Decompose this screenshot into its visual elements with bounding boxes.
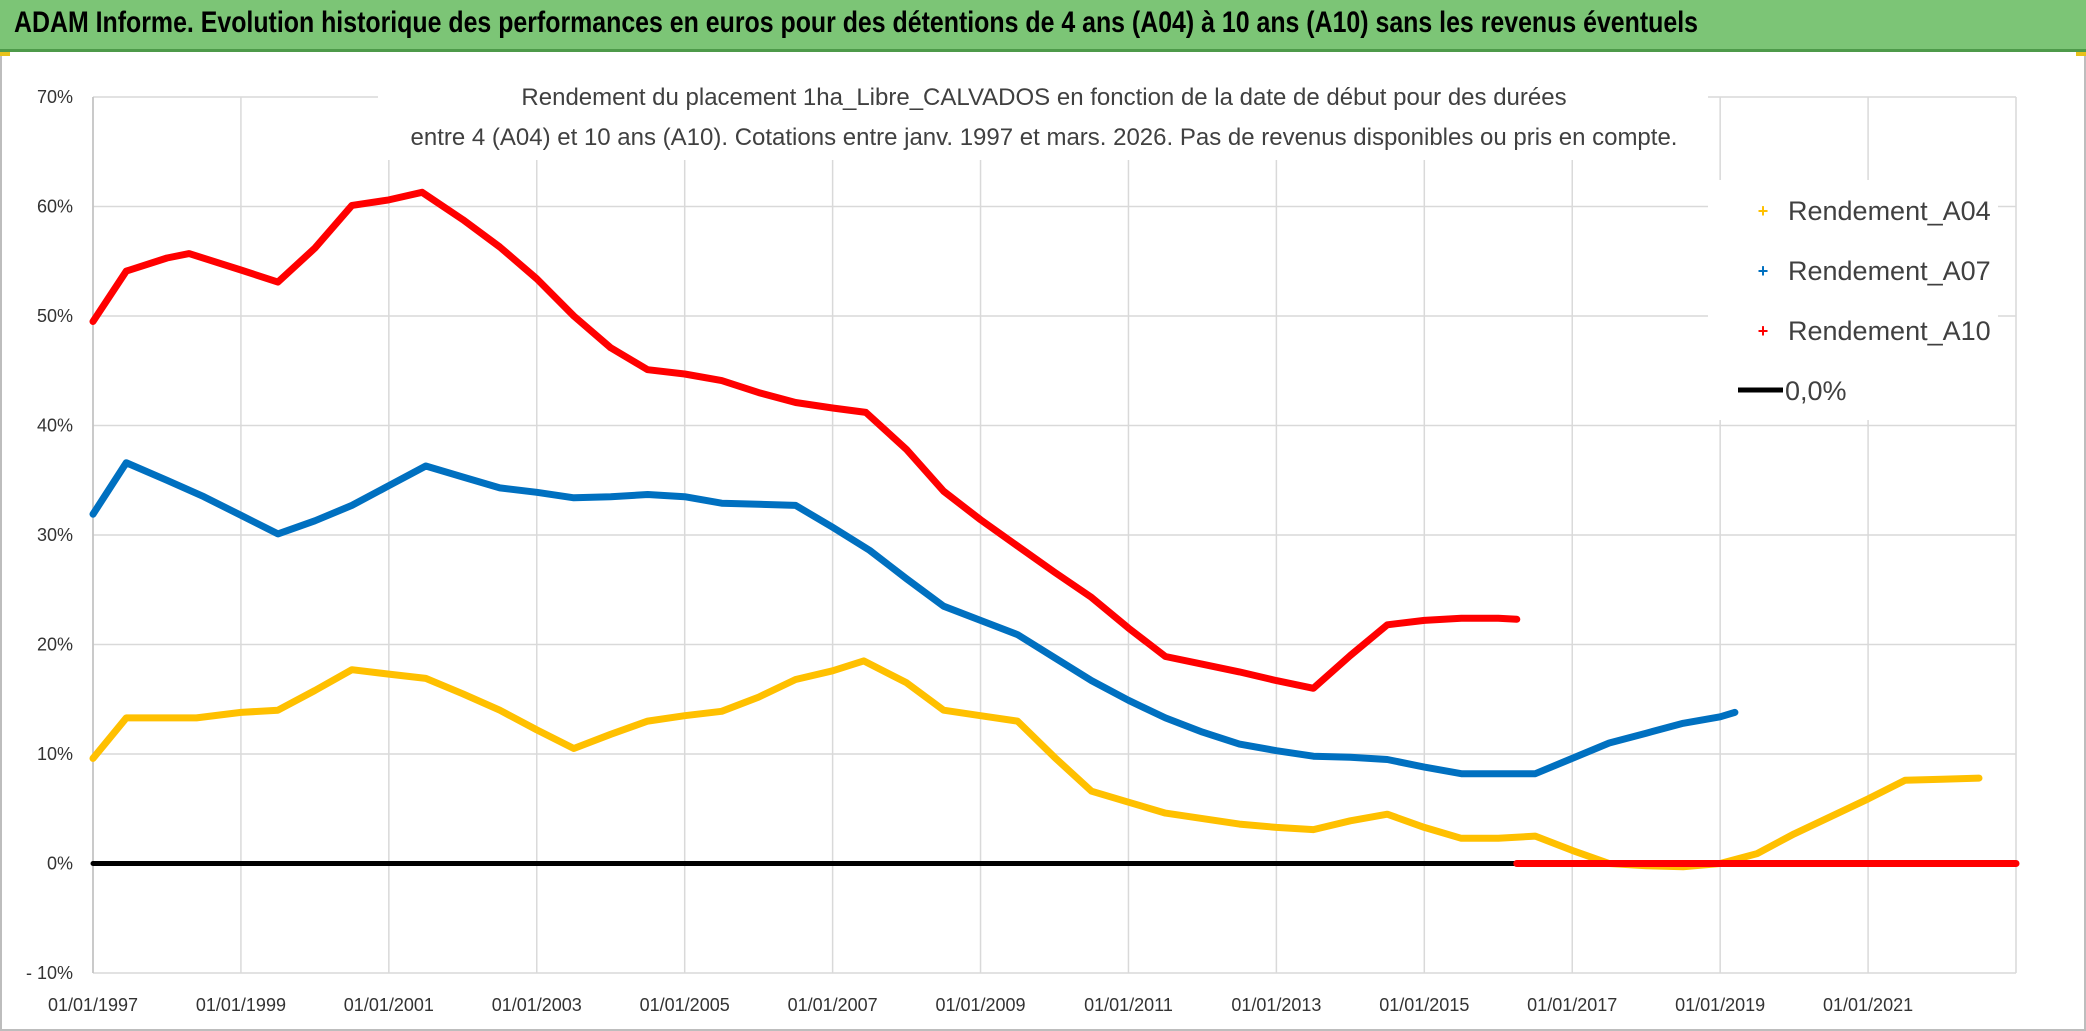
x-tick-label: 01/01/2003 <box>492 995 582 1015</box>
legend-label: Rendement_A07 <box>1788 256 1991 286</box>
y-tick-label: 20% <box>37 635 73 655</box>
legend-background <box>1708 180 1998 420</box>
y-tick-label: 50% <box>37 306 73 326</box>
y-tick-label: 70% <box>37 87 73 107</box>
y-tick-label: - 10% <box>26 963 73 983</box>
chart-title-line2: entre 4 (A04) et 10 ans (A10). Cotations… <box>411 124 1678 151</box>
chart-title-area: Rendement du placement 1ha_Libre_CALVADO… <box>378 74 1708 160</box>
legend: + Rendement_A04 + Rendement_A07 + Rendement_A… <box>1708 180 1998 420</box>
series-line-rendement-a10 <box>89 188 1521 692</box>
x-tick-label: 01/01/2021 <box>1823 995 1913 1015</box>
legend-marker-plus-icon: + <box>1758 321 1769 341</box>
y-tick-label: 10% <box>37 744 73 764</box>
x-tick-label: 01/01/2013 <box>1231 995 1321 1015</box>
chart-title-line1: Rendement du placement 1ha_Libre_CALVADO… <box>521 84 1566 111</box>
series-line-rendement-a04 <box>89 657 1983 871</box>
x-tick-label: 01/01/2011 <box>1084 995 1173 1015</box>
legend-marker-plus-icon: + <box>1758 201 1769 221</box>
y-tick-label: 60% <box>37 197 73 217</box>
corner-mark-right <box>2076 52 2086 56</box>
x-tick-label: 01/01/2001 <box>344 995 434 1015</box>
series-line-rendement-a07 <box>89 459 1739 778</box>
x-tick-label: 01/01/2007 <box>788 995 878 1015</box>
x-tick-label: 01/01/1997 <box>48 995 138 1015</box>
legend-label: 0,0% <box>1785 376 1847 406</box>
x-tick-label: 01/01/2019 <box>1675 995 1765 1015</box>
series-lines <box>89 188 2020 871</box>
x-tick-label: 01/01/1999 <box>196 995 286 1015</box>
chart-title-background <box>378 74 1708 160</box>
x-tick-label: 01/01/2009 <box>935 995 1025 1015</box>
x-tick-label: 01/01/2017 <box>1527 995 1617 1015</box>
legend-marker-plus-icon: + <box>1758 261 1769 281</box>
x-tick-label: 01/01/2015 <box>1379 995 1469 1015</box>
legend-label: Rendement_A04 <box>1788 196 1991 226</box>
y-tick-label: 30% <box>37 525 73 545</box>
y-tick-label: 40% <box>37 416 73 436</box>
page-title: ADAM Informe. Evolution historique des p… <box>14 6 1698 39</box>
x-axis-ticks: 01/01/1997 01/01/1999 01/01/2001 01/01/2003… <box>48 995 1913 1015</box>
header-banner: ADAM Informe. Evolution historique des p… <box>0 0 2086 52</box>
legend-label: Rendement_A10 <box>1788 316 1991 346</box>
y-tick-label: 0% <box>47 854 73 874</box>
y-axis-ticks: - 10% 0% 10% 20% 30% 40% 50% 60% 70% <box>26 87 73 983</box>
x-tick-label: 01/01/2005 <box>640 995 730 1015</box>
corner-mark-left <box>0 52 10 56</box>
